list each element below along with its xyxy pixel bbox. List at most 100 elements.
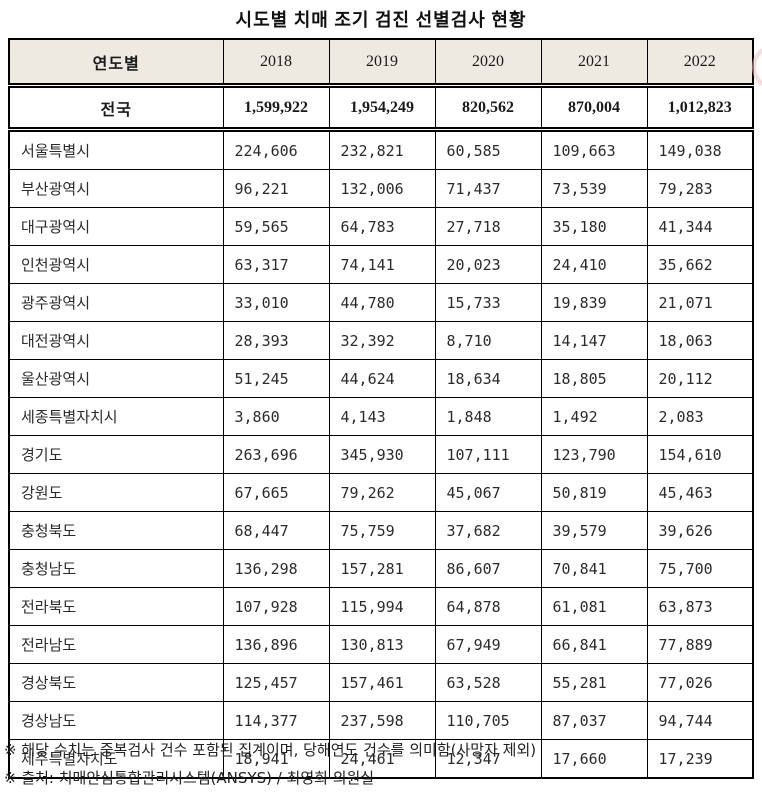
value-cell-2021: 1,492	[540, 397, 648, 436]
total-value-2019: 1,954,249	[328, 85, 436, 132]
region-name-cell: 제주특별자치도	[8, 739, 224, 779]
page-title: 시도별 치매 조기 검진 선별검사 현황	[235, 10, 527, 30]
value-cell-2018: 136,298	[222, 549, 330, 588]
value-cell-2022: 21,071	[646, 283, 754, 322]
data-row: 부산광역시 96,221 132,006 71,437 73,539 79,283	[8, 169, 754, 208]
data-row: 전라남도 136,896 130,813 67,949 66,841 77,889	[8, 625, 754, 664]
value-cell-2018: 63,317	[222, 245, 330, 284]
region-name-cell: 전라북도	[8, 587, 224, 626]
value-cell-2018: 51,245	[222, 359, 330, 398]
value-cell-2022: 149,038	[646, 129, 754, 170]
value-cell-2019: 74,141	[328, 245, 436, 284]
region-name-cell: 전라남도	[8, 625, 224, 664]
value-cell-2021: 66,841	[540, 625, 648, 664]
value-cell-2020: 107,111	[434, 435, 542, 474]
value-cell-2019: 79,262	[328, 473, 436, 512]
screening-stats-table: 연도별 2018 2019 2020 2021 2022 전국 1,599,92…	[8, 38, 754, 779]
data-row: 경기도 263,696 345,930 107,111 123,790 154,610	[8, 435, 754, 474]
value-cell-2018: 224,606	[222, 129, 330, 170]
value-cell-2018: 33,010	[222, 283, 330, 322]
value-cell-2019: 4,143	[328, 397, 436, 436]
value-cell-2019: 232,821	[328, 129, 436, 170]
value-cell-2020: 86,607	[434, 549, 542, 588]
value-cell-2018: 263,696	[222, 435, 330, 474]
value-cell-2021: 14,147	[540, 321, 648, 360]
value-cell-2022: 41,344	[646, 207, 754, 246]
region-name-cell: 대구광역시	[8, 207, 224, 246]
value-cell-2021: 50,819	[540, 473, 648, 512]
region-name-cell: 대전광역시	[8, 321, 224, 360]
value-cell-2020: 60,585	[434, 129, 542, 170]
value-cell-2019: 157,281	[328, 549, 436, 588]
value-cell-2022: 20,112	[646, 359, 754, 398]
value-cell-2019: 157,461	[328, 663, 436, 702]
data-row: 제주특별자치도 18,941 24,461 12,347 17,660 17,239	[8, 739, 754, 779]
value-cell-2022: 75,700	[646, 549, 754, 588]
region-name-cell: 서울특별시	[8, 129, 224, 170]
data-row: 인천광역시 63,317 74,141 20,023 24,410 35,662	[8, 245, 754, 284]
value-cell-2018: 18,941	[222, 739, 330, 779]
value-cell-2020: 64,878	[434, 587, 542, 626]
footnotes: ※ 해당 수치는 중복검사 건수 포함된 집계이며, 당해연도 건수를 의미함(…	[4, 741, 758, 797]
value-cell-2021: 109,663	[540, 129, 648, 170]
header-year-2022: 2022	[646, 38, 754, 88]
value-cell-2018: 59,565	[222, 207, 330, 246]
value-cell-2018: 136,896	[222, 625, 330, 664]
value-cell-2020: 12,347	[434, 739, 542, 779]
value-cell-2018: 3,860	[222, 397, 330, 436]
value-cell-2021: 123,790	[540, 435, 648, 474]
value-cell-2022: 18,063	[646, 321, 754, 360]
value-cell-2020: 8,710	[434, 321, 542, 360]
value-cell-2021: 19,839	[540, 283, 648, 322]
region-name-cell: 강원도	[8, 473, 224, 512]
region-name-cell: 충청남도	[8, 549, 224, 588]
value-cell-2021: 35,180	[540, 207, 648, 246]
value-cell-2020: 37,682	[434, 511, 542, 550]
footnote-scope: ※ 해당 수치는 중복검사 건수 포함된 집계이며, 당해연도 건수를 의미함(…	[4, 741, 537, 759]
header-row: 연도별 2018 2019 2020 2021 2022	[8, 38, 754, 88]
data-row: 광주광역시 33,010 44,780 15,733 19,839 21,071	[8, 283, 754, 322]
value-cell-2019: 237,598	[328, 701, 436, 740]
value-cell-2019: 345,930	[328, 435, 436, 474]
value-cell-2020: 45,067	[434, 473, 542, 512]
value-cell-2019: 132,006	[328, 169, 436, 208]
value-cell-2022: 77,889	[646, 625, 754, 664]
value-cell-2022: 79,283	[646, 169, 754, 208]
header-year-2021: 2021	[540, 38, 648, 88]
region-name-cell: 울산광역시	[8, 359, 224, 398]
value-cell-2018: 68,447	[222, 511, 330, 550]
value-cell-2022: 94,744	[646, 701, 754, 740]
data-row: 경상북도 125,457 157,461 63,528 55,281 77,026	[8, 663, 754, 702]
value-cell-2021: 70,841	[540, 549, 648, 588]
data-row: 세종특별자치시 3,860 4,143 1,848 1,492 2,083	[8, 397, 754, 436]
value-cell-2020: 27,718	[434, 207, 542, 246]
region-name-cell: 경기도	[8, 435, 224, 474]
value-cell-2022: 39,626	[646, 511, 754, 550]
value-cell-2021: 87,037	[540, 701, 648, 740]
data-row: 대구광역시 59,565 64,783 27,718 35,180 41,344	[8, 207, 754, 246]
header-year-2019: 2019	[328, 38, 436, 88]
total-value-2018: 1,599,922	[222, 85, 330, 132]
value-cell-2021: 39,579	[540, 511, 648, 550]
value-cell-2022: 17,239	[646, 739, 754, 779]
value-cell-2019: 32,392	[328, 321, 436, 360]
data-row: 전라북도 107,928 115,994 64,878 61,081 63,873	[8, 587, 754, 626]
data-row: 울산광역시 51,245 44,624 18,634 18,805 20,112	[8, 359, 754, 398]
data-row: 충청남도 136,298 157,281 86,607 70,841 75,700	[8, 549, 754, 588]
value-cell-2019: 115,994	[328, 587, 436, 626]
total-row-label: 전국	[8, 85, 224, 132]
value-cell-2019: 130,813	[328, 625, 436, 664]
value-cell-2018: 28,393	[222, 321, 330, 360]
value-cell-2022: 35,662	[646, 245, 754, 284]
value-cell-2021: 73,539	[540, 169, 648, 208]
header-year-2020: 2020	[434, 38, 542, 88]
value-cell-2020: 1,848	[434, 397, 542, 436]
value-cell-2018: 114,377	[222, 701, 330, 740]
footnote-source: ※ 출처: 치매안심통합관리시스템(ANSYS) / 최영희 의원실	[4, 769, 375, 787]
data-row: 강원도 67,665 79,262 45,067 50,819 45,463	[8, 473, 754, 512]
region-name-cell: 광주광역시	[8, 283, 224, 322]
value-cell-2020: 20,023	[434, 245, 542, 284]
region-name-cell: 경상남도	[8, 701, 224, 740]
total-row: 전국 1,599,922 1,954,249 820,562 870,004 1…	[8, 85, 754, 132]
